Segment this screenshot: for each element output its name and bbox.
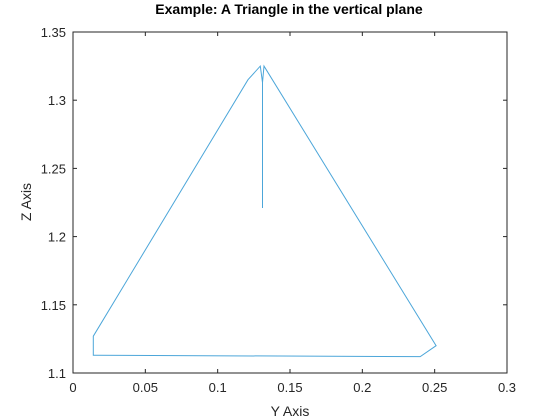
x-tick-label: 0.25 <box>422 380 447 395</box>
y-tick-label: 1.35 <box>41 25 66 40</box>
y-tick-label: 1.15 <box>41 298 66 313</box>
plot-area <box>73 32 507 373</box>
x-tick-label: 0.15 <box>277 380 302 395</box>
x-tick-label: 0 <box>69 380 76 395</box>
x-tick-label: 0.1 <box>209 380 227 395</box>
x-axis-label: Y Axis <box>271 403 310 419</box>
x-tick-label: 0.2 <box>353 380 371 395</box>
y-tick-label: 1.2 <box>48 230 66 245</box>
y-tick-label: 1.3 <box>48 93 66 108</box>
y-tick-label: 1.25 <box>41 161 66 176</box>
x-tick-label: 0.3 <box>498 380 516 395</box>
y-tick-label: 1.1 <box>48 366 66 381</box>
x-tick-label: 0.05 <box>133 380 158 395</box>
y-axis-label: Z Axis <box>18 183 34 221</box>
chart-title: Example: A Triangle in the vertical plan… <box>155 1 423 17</box>
